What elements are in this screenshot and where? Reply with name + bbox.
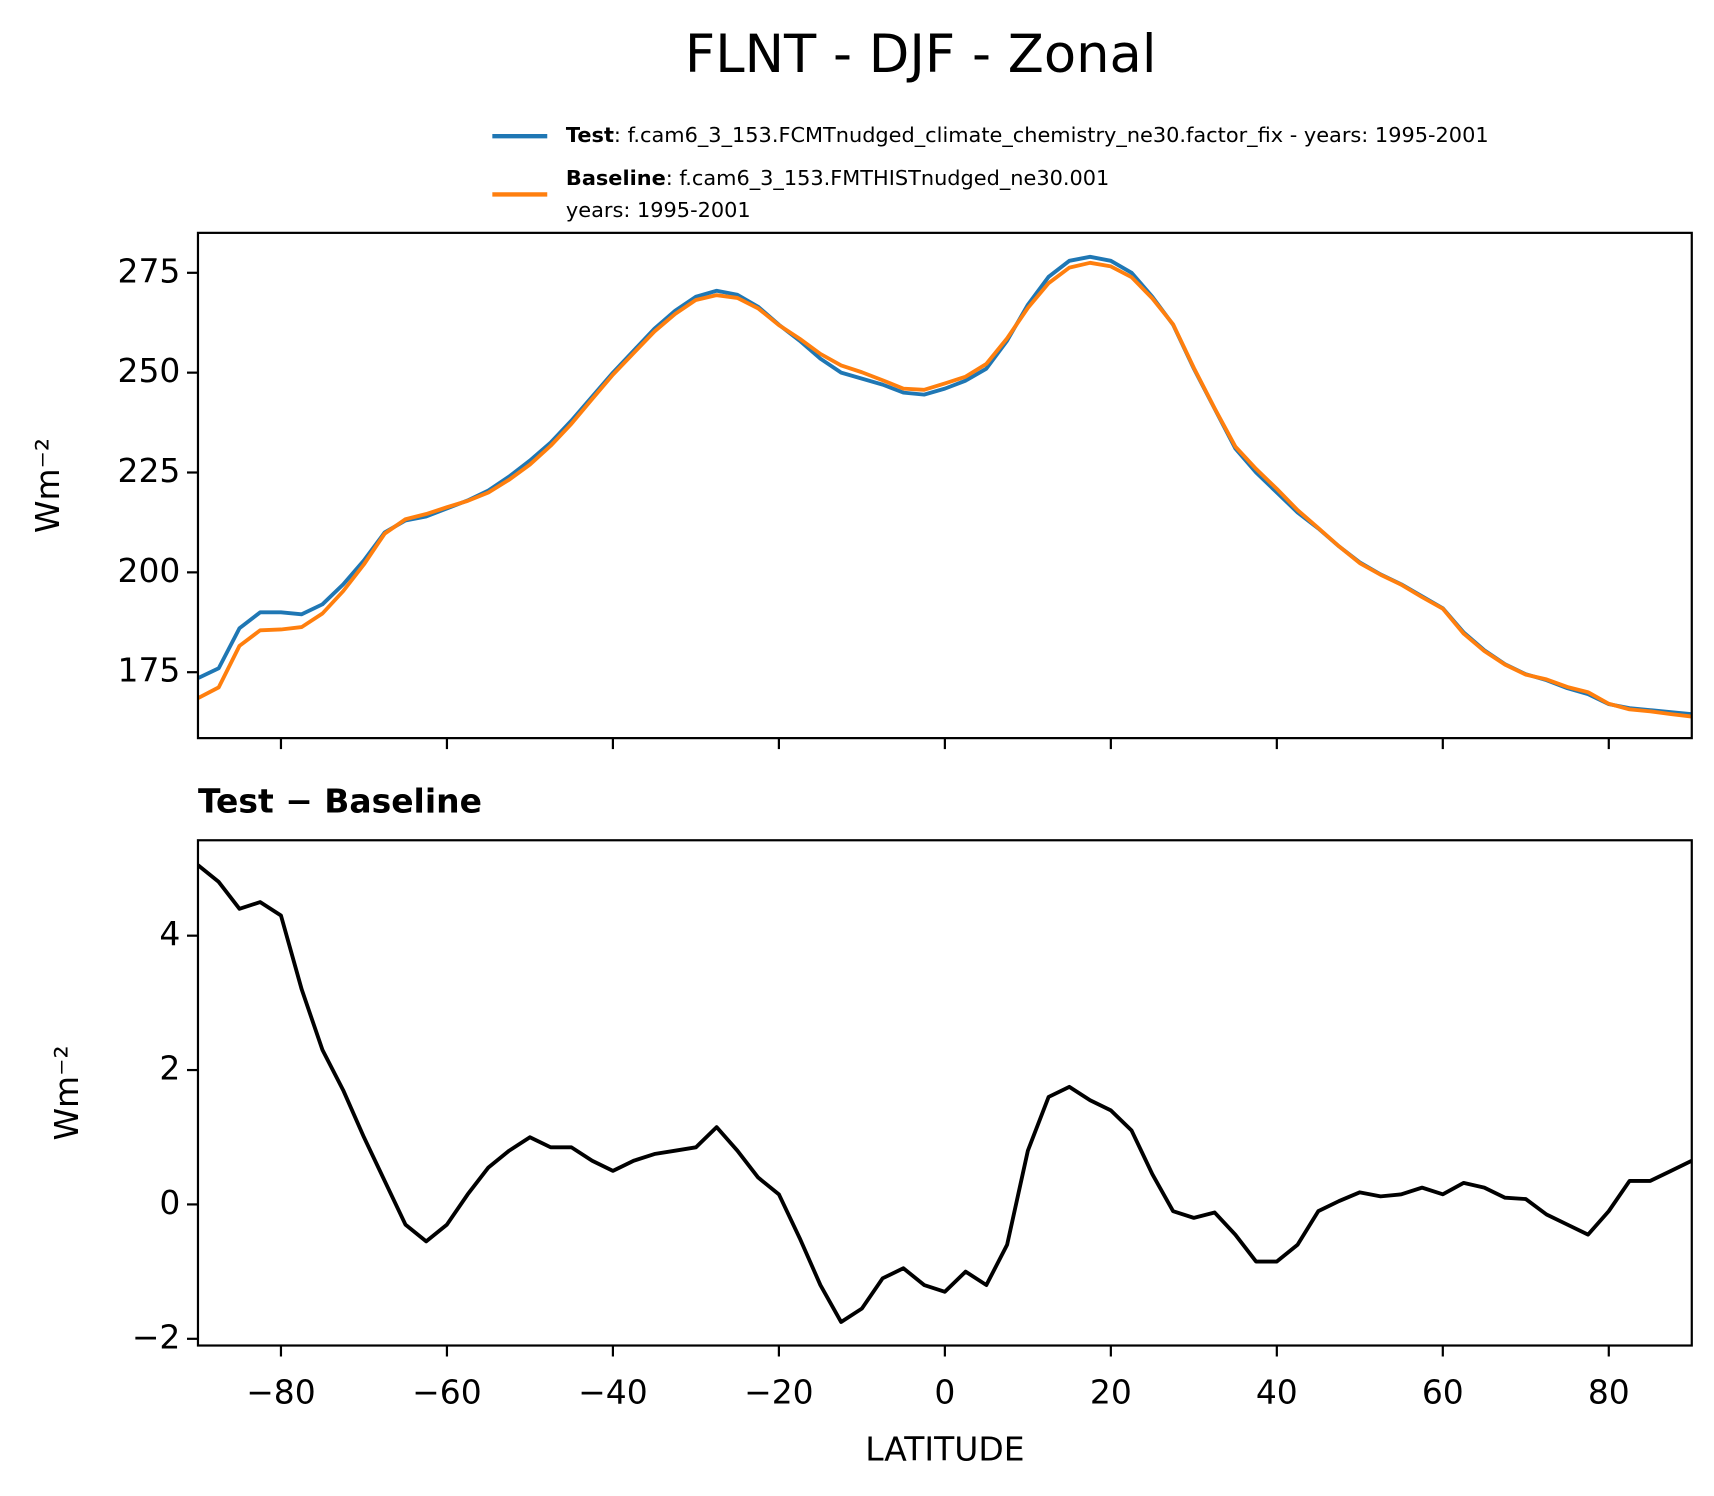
x-tick-label: 20 [1090, 1372, 1132, 1411]
legend-detail: years: 1995-2001 [566, 198, 751, 222]
x-tick-label: 60 [1422, 1372, 1464, 1411]
x-tick-label: 0 [934, 1372, 955, 1411]
x-tick-label: −20 [744, 1372, 814, 1411]
y-tick-label: 275 [118, 251, 181, 290]
data-line [197, 254, 1692, 717]
y-axis-label: Wm⁻² [47, 1045, 86, 1140]
y-tick-label: 4 [159, 914, 180, 953]
legend-detail: : f.cam6_3_153.FMTHISTnudged_ne30.001 [666, 166, 1110, 191]
x-tick-label: −60 [412, 1372, 482, 1411]
x-tick-label: −80 [246, 1372, 316, 1411]
legend-name: Test [566, 123, 614, 147]
y-tick-label: 250 [118, 351, 181, 390]
axes-title: Test − Baseline [198, 781, 482, 820]
y-tick-label: 225 [118, 451, 181, 490]
x-tick-label: −40 [578, 1372, 648, 1411]
data-line [197, 863, 1692, 1324]
legend-label: Test: f.cam6_3_153.FCMTnudged_climate_ch… [566, 123, 1489, 148]
legend-label: years: 1995-2001 [566, 198, 751, 222]
legend-label: Baseline: f.cam6_3_153.FMTHISTnudged_ne3… [566, 166, 1109, 191]
y-axis-label: Wm⁻² [28, 438, 67, 533]
axes-frame [196, 231, 1693, 740]
y-tick-label: 0 [159, 1183, 180, 1222]
y-tick-label: 2 [159, 1049, 180, 1088]
axes-frame [196, 839, 1693, 1347]
legend-name: Baseline [566, 166, 666, 190]
figure-title: FLNT - DJF - Zonal [685, 24, 1157, 85]
y-tick-label: −2 [132, 1317, 181, 1356]
legend-detail: : f.cam6_3_153.FCMTnudged_climate_chemis… [614, 123, 1489, 148]
y-tick-label: 200 [118, 551, 181, 590]
x-tick-label: 80 [1588, 1372, 1630, 1411]
x-tick-label: 40 [1256, 1372, 1298, 1411]
x-axis-label: LATITUDE [865, 1429, 1024, 1468]
data-line [197, 260, 1692, 719]
y-tick-label: 175 [118, 651, 181, 690]
